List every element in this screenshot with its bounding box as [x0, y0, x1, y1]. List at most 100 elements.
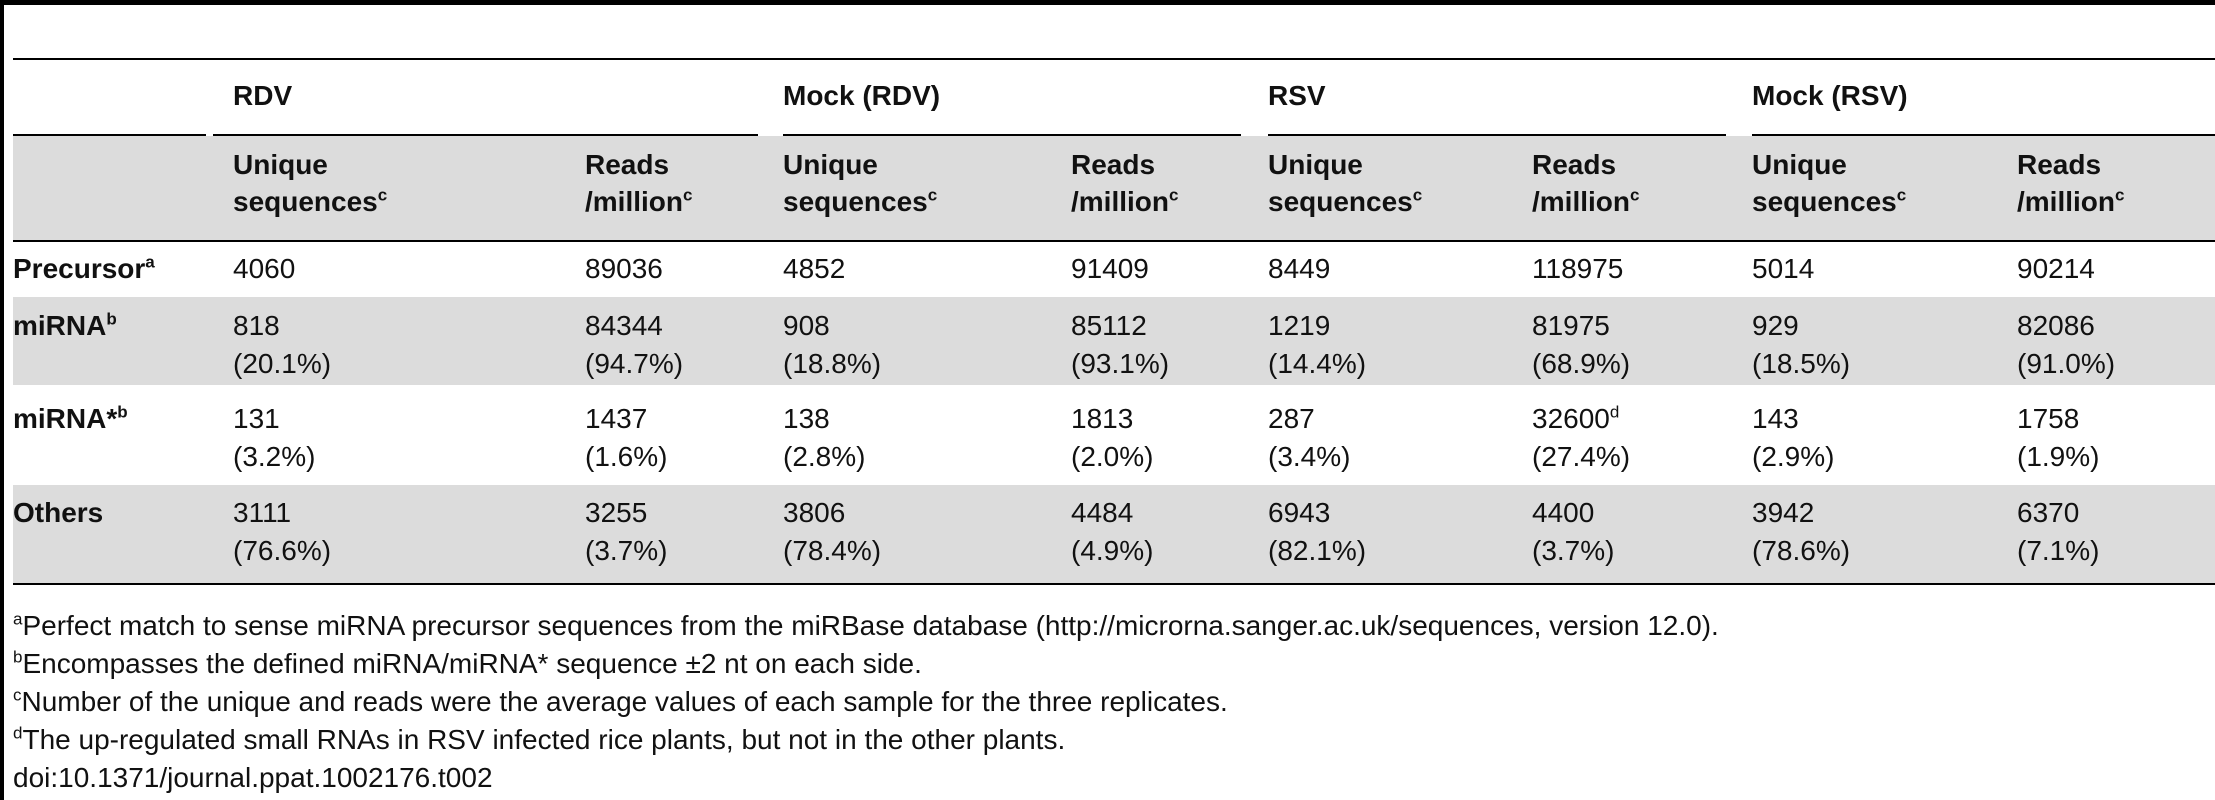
cell-percent: (4.9%) — [1071, 535, 1154, 566]
cell-percent: (2.8%) — [783, 441, 866, 472]
cell-percent: (76.6%) — [233, 535, 332, 566]
subheader-reads-rdv: Reads/millionc — [585, 149, 693, 217]
cell-value: 32600 — [1532, 403, 1610, 434]
table-cell: 4852 — [783, 250, 845, 288]
cell-percent: (1.6%) — [585, 441, 668, 472]
cell-value: 287 — [1268, 403, 1315, 434]
table-cell: 908 (18.8%) — [783, 307, 881, 383]
table-cell: 118975 — [1532, 250, 1623, 288]
table-cell: 1219 (14.4%) — [1268, 307, 1366, 383]
cell-percent: (3.7%) — [1532, 535, 1615, 566]
table-cell: 3111 (76.6%) — [233, 494, 331, 570]
table-cell: 90214 — [2017, 250, 2095, 288]
footnote-a: aPerfect match to sense miRNA precursor … — [13, 609, 1719, 641]
cell-value: 8449 — [1268, 253, 1331, 284]
cell-percent: (82.1%) — [1268, 535, 1367, 566]
subheader-rule — [13, 240, 2215, 242]
table-cell: 1437 (1.6%) — [585, 400, 667, 476]
table-cell: 82086 (91.0%) — [2017, 307, 2115, 383]
table-cell: 3255 (3.7%) — [585, 494, 667, 570]
table-cell: 85112 (93.1%) — [1071, 307, 1169, 383]
cell-value: 4852 — [783, 253, 846, 284]
cell-value: 818 — [233, 310, 280, 341]
top-border — [0, 0, 2215, 5]
subheader-unique-mock-rdv: Unique sequencesc — [783, 149, 938, 217]
cell-value: 1437 — [585, 403, 648, 434]
cell-percent: (68.9%) — [1532, 348, 1631, 379]
cell-percent: (3.7%) — [585, 535, 668, 566]
table-cell: 81975 (68.9%) — [1532, 307, 1630, 383]
cell-value: 118975 — [1532, 253, 1624, 284]
row-label: Others — [13, 497, 104, 528]
cell-value: 4400 — [1532, 497, 1595, 528]
table-cell: 8449 — [1268, 250, 1330, 288]
cell-percent: (1.9%) — [2017, 441, 2100, 472]
cell-value: 1758 — [2017, 403, 2080, 434]
cell-value: 6943 — [1268, 497, 1331, 528]
cell-percent: (2.9%) — [1752, 441, 1835, 472]
cell-percent: (78.6%) — [1752, 535, 1851, 566]
table-cell: 818 (20.1%) — [233, 307, 331, 383]
row-label: Precursora — [13, 252, 155, 284]
table-cell: 6370 (7.1%) — [2017, 494, 2099, 570]
cell-value: 81975 — [1532, 310, 1610, 341]
cell-value: 3255 — [585, 497, 648, 528]
table-cell: 4400 (3.7%) — [1532, 494, 1614, 570]
cell-value: 82086 — [2017, 310, 2095, 341]
cell-percent: (3.4%) — [1268, 441, 1351, 472]
cell-percent: (27.4%) — [1532, 441, 1631, 472]
cell-value: 6370 — [2017, 497, 2080, 528]
subheader-reads-mock-rsv: Reads/millionc — [2017, 149, 2125, 217]
subheader-band — [13, 136, 2215, 240]
cell-value: 5014 — [1752, 253, 1815, 284]
footnote-d: dThe up-regulated small RNAs in RSV infe… — [13, 723, 1066, 755]
table-cell: 131 (3.2%) — [233, 400, 315, 476]
cell-percent: (7.1%) — [2017, 535, 2100, 566]
table-cell: 4484 (4.9%) — [1071, 494, 1153, 570]
table-cell: 4060 — [233, 250, 295, 288]
table-cell: 3942 (78.6%) — [1752, 494, 1850, 570]
table-cell: 138 (2.8%) — [783, 400, 865, 476]
cell-value: 1219 — [1268, 310, 1331, 341]
cell-value: 143 — [1752, 403, 1799, 434]
footnotes: aPerfect match to sense miRNA precursor … — [13, 607, 1719, 797]
cell-percent: (3.2%) — [233, 441, 316, 472]
table-cell: 89036 — [585, 250, 663, 288]
table-cell: 91409 — [1071, 250, 1149, 288]
cell-percent: (20.1%) — [233, 348, 332, 379]
group-header-mock-rdv: Mock (RDV) — [783, 80, 941, 111]
cell-value: 131 — [233, 403, 280, 434]
cell-value: 3942 — [1752, 497, 1815, 528]
doi-link[interactable]: doi:10.1371/journal.ppat.1002176.t002 — [13, 762, 493, 793]
subheader-unique-rdv: Unique sequencesc — [233, 149, 388, 217]
row-label: miRNAb — [13, 309, 117, 341]
footnote-c: cNumber of the unique and reads were the… — [13, 685, 1228, 717]
cell-value: 138 — [783, 403, 830, 434]
row-band-mirna — [13, 297, 2215, 385]
group-rule-mock-rsv — [1752, 134, 2215, 136]
stub-rule — [13, 134, 206, 136]
cell-percent: (93.1%) — [1071, 348, 1170, 379]
table-cell: 32600d (27.4%) — [1532, 400, 1630, 476]
footnote-b: bEncompasses the defined miRNA/miRNA* se… — [13, 647, 922, 679]
cell-value: 1813 — [1071, 403, 1134, 434]
cell-percent: (18.5%) — [1752, 348, 1851, 379]
cell-footnote-mark: d — [1609, 402, 1620, 422]
cell-value: 4060 — [233, 253, 296, 284]
table-cell: 929 (18.5%) — [1752, 307, 1850, 383]
table-bottom-rule — [13, 583, 2215, 585]
cell-value: 84344 — [585, 310, 663, 341]
table-cell: 143 (2.9%) — [1752, 400, 1834, 476]
cell-value: 89036 — [585, 253, 663, 284]
group-header-rsv: RSV — [1268, 80, 1326, 111]
cell-percent: (18.8%) — [783, 348, 882, 379]
left-border — [0, 0, 4, 800]
table-cell: 5014 — [1752, 250, 1814, 288]
cell-value: 908 — [783, 310, 830, 341]
cell-value: 85112 — [1071, 310, 1147, 341]
cell-percent: (94.7%) — [585, 348, 684, 379]
subheader-unique-mock-rsv: Unique sequencesc — [1752, 149, 1907, 217]
cell-percent: (14.4%) — [1268, 348, 1367, 379]
table-cell: 6943 (82.1%) — [1268, 494, 1366, 570]
